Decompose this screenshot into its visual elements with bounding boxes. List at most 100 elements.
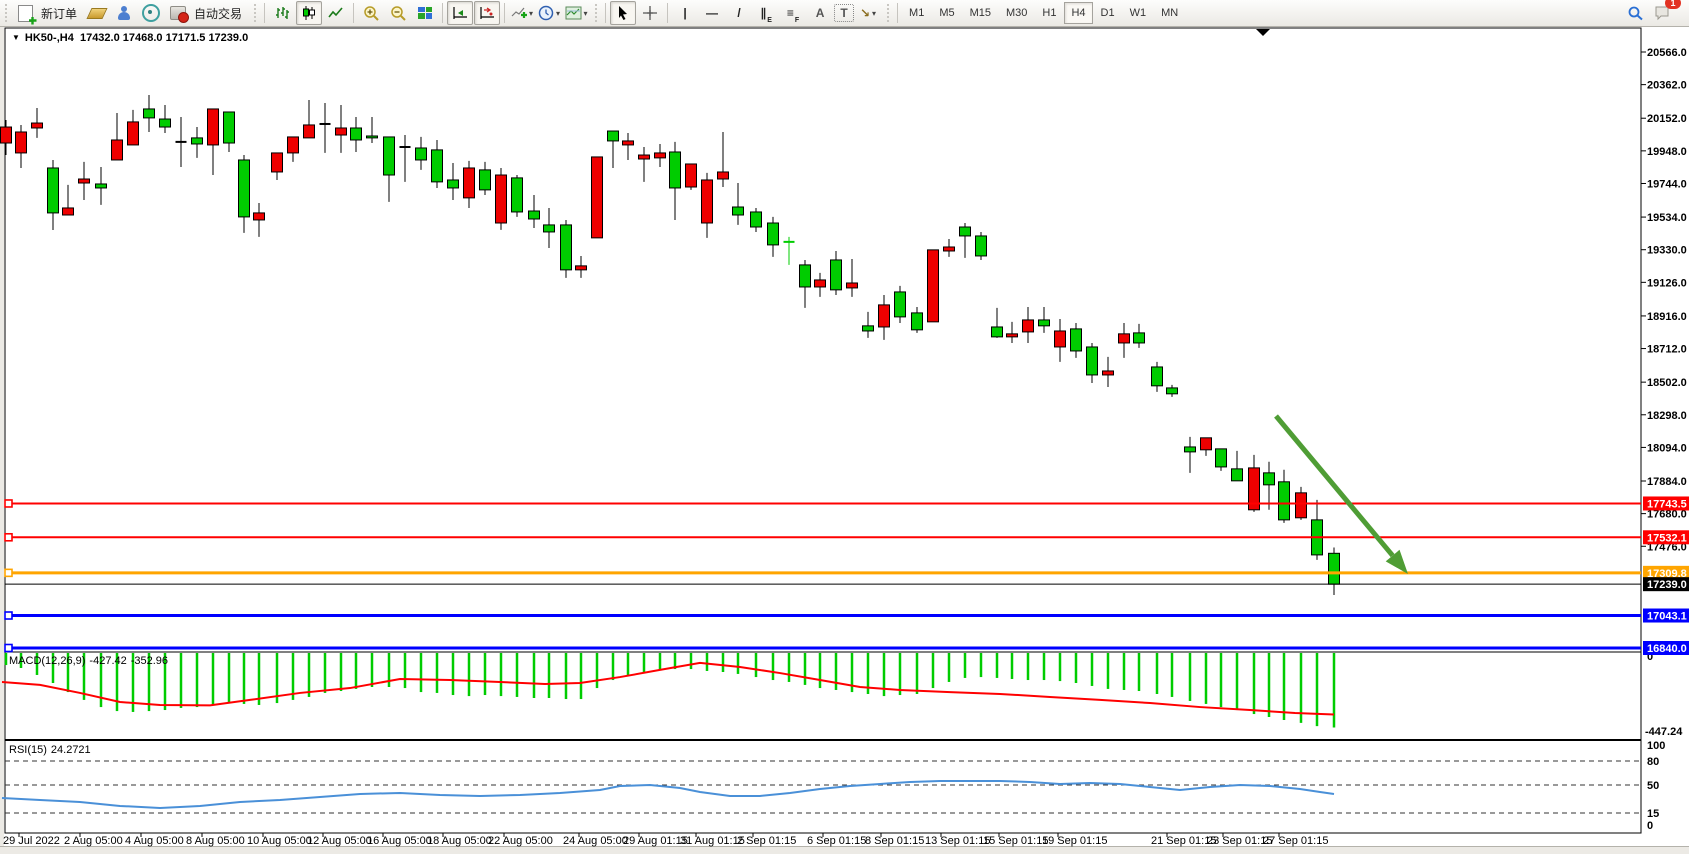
date-label: 13 Sep 01:15: [925, 835, 990, 847]
crosshair-button[interactable]: [637, 1, 663, 25]
price-line[interactable]: 17743.5: [4, 496, 1689, 511]
cursor-button[interactable]: [610, 1, 637, 25]
timeframe-m1[interactable]: M1: [909, 7, 925, 19]
date-label: 2 Sep 01:15: [737, 835, 796, 847]
price-tick-label: 19330.0: [1647, 245, 1687, 257]
notification-badge: 1: [1665, 0, 1681, 9]
symbol-dropdown-icon[interactable]: ▼: [12, 33, 20, 42]
candle: [732, 183, 744, 225]
candle: [1215, 448, 1227, 471]
date-label: 21 Sep 01:15: [1151, 835, 1216, 847]
auto-trading-button[interactable]: [165, 1, 191, 25]
rsi-axis-label: 15: [1647, 808, 1659, 820]
candle: [1054, 318, 1066, 362]
rsi-axis-label: 50: [1647, 780, 1659, 792]
macd-value: -427.42: [89, 655, 127, 667]
timeframe-h4[interactable]: H4: [1064, 2, 1093, 24]
trendline-button[interactable]: /: [737, 6, 741, 20]
new-order-label[interactable]: 新订单: [41, 6, 78, 21]
fibonacci-button[interactable]: ≡ F: [780, 1, 806, 25]
line-chart-button[interactable]: [323, 1, 349, 25]
toolbar-grip[interactable]: [884, 4, 892, 22]
candlestick-chart-button[interactable]: [296, 1, 323, 25]
templates-button[interactable]: ▾: [563, 1, 589, 25]
candle: [207, 108, 219, 176]
indicators-button[interactable]: ▾: [509, 1, 535, 25]
candle: [638, 147, 650, 182]
periods-button[interactable]: ▾: [536, 1, 562, 25]
timeframe-mn[interactable]: MN: [1161, 7, 1179, 19]
price-tick-label: 18502.0: [1647, 377, 1687, 389]
price-line[interactable]: 17309.8: [4, 565, 1689, 580]
candle: [750, 207, 762, 232]
date-label: 15 Sep 01:15: [983, 835, 1048, 847]
zoom-in-button[interactable]: [358, 1, 384, 25]
candle: [287, 136, 299, 162]
search-button[interactable]: [1622, 1, 1648, 25]
notifications-button[interactable]: 1: [1649, 0, 1681, 25]
market-button[interactable]: [111, 1, 137, 25]
candle: [591, 156, 603, 239]
chart-shift-button[interactable]: [474, 1, 501, 25]
separator: [667, 3, 669, 23]
signal-icon: [142, 4, 161, 22]
clock-icon: [538, 5, 554, 21]
rsi-axis-label: 80: [1647, 756, 1659, 768]
candle: [0, 119, 12, 156]
arrows-button[interactable]: ↘ ▾: [855, 1, 881, 25]
price-tick-label: 19948.0: [1647, 146, 1687, 158]
candle: [783, 236, 795, 265]
horizontal-line-button[interactable]: —: [706, 6, 719, 20]
candle: [223, 111, 235, 152]
candle: [127, 109, 139, 146]
date-label: 29 Aug 01:15: [623, 835, 688, 847]
toolbar-grip[interactable]: [2, 4, 9, 22]
price-line[interactable]: 17532.1: [4, 530, 1689, 545]
timeframe-m5[interactable]: M5: [939, 7, 955, 19]
timeframe-d1[interactable]: D1: [1100, 7, 1115, 19]
rsi-axis-label: 100: [1647, 740, 1665, 752]
timeframe-w1[interactable]: W1: [1129, 7, 1147, 19]
price-line[interactable]: 16840.0: [4, 640, 1689, 655]
price-tick-label: 19126.0: [1647, 277, 1687, 289]
candle: [319, 103, 331, 153]
chat-bubble-icon: [1655, 6, 1668, 21]
date-label: 18 Aug 05:00: [427, 835, 492, 847]
candle: [654, 143, 666, 168]
candle: [463, 160, 475, 208]
signals-button[interactable]: [138, 1, 164, 25]
price-tick-label: 20152.0: [1647, 113, 1687, 125]
candle: [350, 116, 362, 152]
candle: [1006, 321, 1018, 343]
new-order-button[interactable]: [12, 1, 38, 25]
timeframe-m15[interactable]: M15: [969, 7, 991, 19]
trend-arrow[interactable]: [1274, 414, 1408, 574]
tile-windows-button[interactable]: [412, 1, 438, 25]
vertical-line-button[interactable]: |: [683, 6, 687, 20]
auto-scroll-button[interactable]: [447, 1, 474, 25]
auto-trading-label[interactable]: 自动交易: [194, 6, 243, 21]
candle: [814, 272, 826, 297]
toolbar-grip[interactable]: [251, 4, 259, 22]
zoom-out-button[interactable]: [385, 1, 411, 25]
text-label-button[interactable]: T: [834, 4, 855, 22]
price-line-label: 17532.1: [1647, 532, 1687, 544]
toolbar-grip[interactable]: [592, 4, 600, 22]
candle: [607, 130, 619, 168]
price-tick-label: 20362.0: [1647, 80, 1687, 92]
text-button[interactable]: A: [815, 6, 825, 20]
price-line[interactable]: 17043.1: [4, 608, 1689, 623]
timeframe-m30[interactable]: M30: [1006, 7, 1028, 19]
equidistant-channel-button[interactable]: ∥ E: [753, 1, 779, 25]
bar-chart-button[interactable]: [269, 1, 295, 25]
timeframe-h1[interactable]: H1: [1042, 7, 1057, 19]
candle: [238, 155, 250, 233]
separator: [353, 3, 355, 23]
date-label: 24 Aug 05:00: [563, 835, 628, 847]
ohlc-low: 17171.5: [165, 32, 206, 44]
metaeditor-button[interactable]: [84, 1, 110, 25]
candle: [894, 285, 906, 323]
candle: [685, 163, 697, 190]
candle: [1133, 323, 1145, 348]
